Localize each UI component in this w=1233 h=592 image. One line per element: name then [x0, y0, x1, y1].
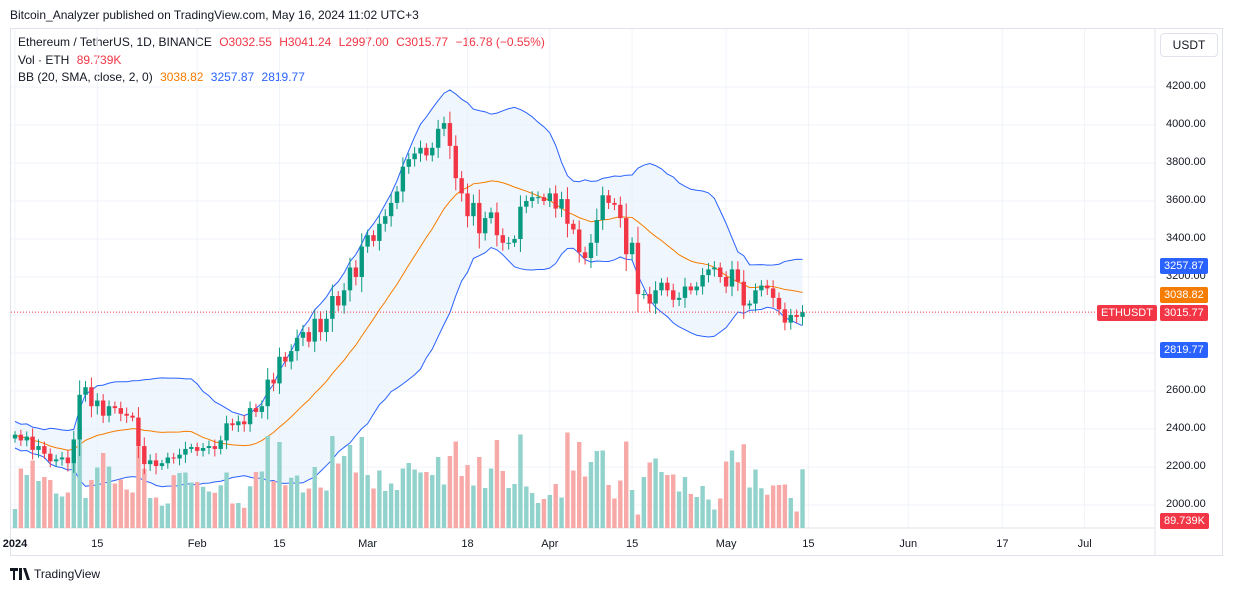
time-tick-label: May: [715, 538, 737, 550]
legend-row-bb: BB (20, SMA, close, 2, 0) 3038.82 3257.8…: [18, 70, 309, 84]
price-tick-label: 2400.00: [1166, 422, 1206, 434]
symbol-badge: ETHUSDT: [1097, 305, 1157, 321]
time-tick-label: Apr: [541, 538, 559, 550]
ohlc-change: −16.78 (−0.55%): [455, 35, 545, 49]
currency-button[interactable]: USDT: [1160, 33, 1218, 57]
attribution: Bitcoin_Analyzer published on TradingVie…: [10, 8, 419, 22]
tradingview-logo[interactable]: TradingView: [10, 567, 100, 581]
legend-row-symbol: Ethereum / TetherUS, 1D, BINANCE O3032.5…: [18, 35, 549, 49]
time-tick-label: 17: [996, 538, 1009, 550]
volume-value: 89.739K: [76, 53, 122, 67]
time-tick-label: 15: [91, 538, 104, 550]
ohlc-open: O3032.55: [219, 35, 272, 49]
time-tick-label: 2024: [2, 538, 28, 550]
tradingview-icon: [10, 568, 30, 580]
tradingview-brand: TradingView: [34, 567, 101, 581]
price-tick-label: 4200.00: [1166, 80, 1206, 92]
price-tick-label: 2200.00: [1166, 460, 1206, 472]
price-tick-label: 3400.00: [1166, 232, 1206, 244]
bb-lower-value: 2819.77: [261, 70, 305, 84]
time-tick-label: Mar: [358, 538, 378, 550]
bb-upper-badge: 3257.87: [1160, 258, 1208, 274]
last-price-badge: 3015.77: [1160, 305, 1208, 321]
price-tick-label: 4000.00: [1166, 118, 1206, 130]
price-tick-label: 2000.00: [1166, 498, 1206, 510]
bb-upper-value: 3257.87: [210, 70, 255, 84]
time-tick-label: 18: [461, 538, 474, 550]
time-tick-label: Jul: [1077, 538, 1092, 550]
ohlc-low: L2997.00: [338, 35, 389, 49]
ohlc-high: H3041.24: [279, 35, 332, 49]
bb-mid-value: 3038.82: [160, 70, 204, 84]
price-tick-label: 3600.00: [1166, 194, 1206, 206]
bb-mid-badge: 3038.82: [1160, 287, 1208, 303]
price-tick-label: 3800.00: [1166, 156, 1206, 168]
volume-label[interactable]: Vol · ETH: [18, 53, 70, 67]
volume-badge: 89.739K: [1160, 513, 1209, 529]
time-tick-label: 15: [273, 538, 286, 550]
chart-frame: [10, 28, 1223, 556]
legend-row-volume: Vol · ETH 89.739K: [18, 53, 125, 67]
time-tick-label: 15: [802, 538, 815, 550]
time-tick-label: Feb: [187, 538, 207, 550]
price-tick-label: 2600.00: [1166, 384, 1206, 396]
bb-label[interactable]: BB (20, SMA, close, 2, 0): [18, 70, 153, 84]
ohlc-close: C3015.77: [396, 35, 449, 49]
bb-lower-badge: 2819.77: [1160, 342, 1208, 358]
time-tick-label: Jun: [899, 538, 918, 550]
symbol-title[interactable]: Ethereum / TetherUS, 1D, BINANCE: [18, 35, 212, 49]
time-tick-label: 15: [625, 538, 639, 550]
